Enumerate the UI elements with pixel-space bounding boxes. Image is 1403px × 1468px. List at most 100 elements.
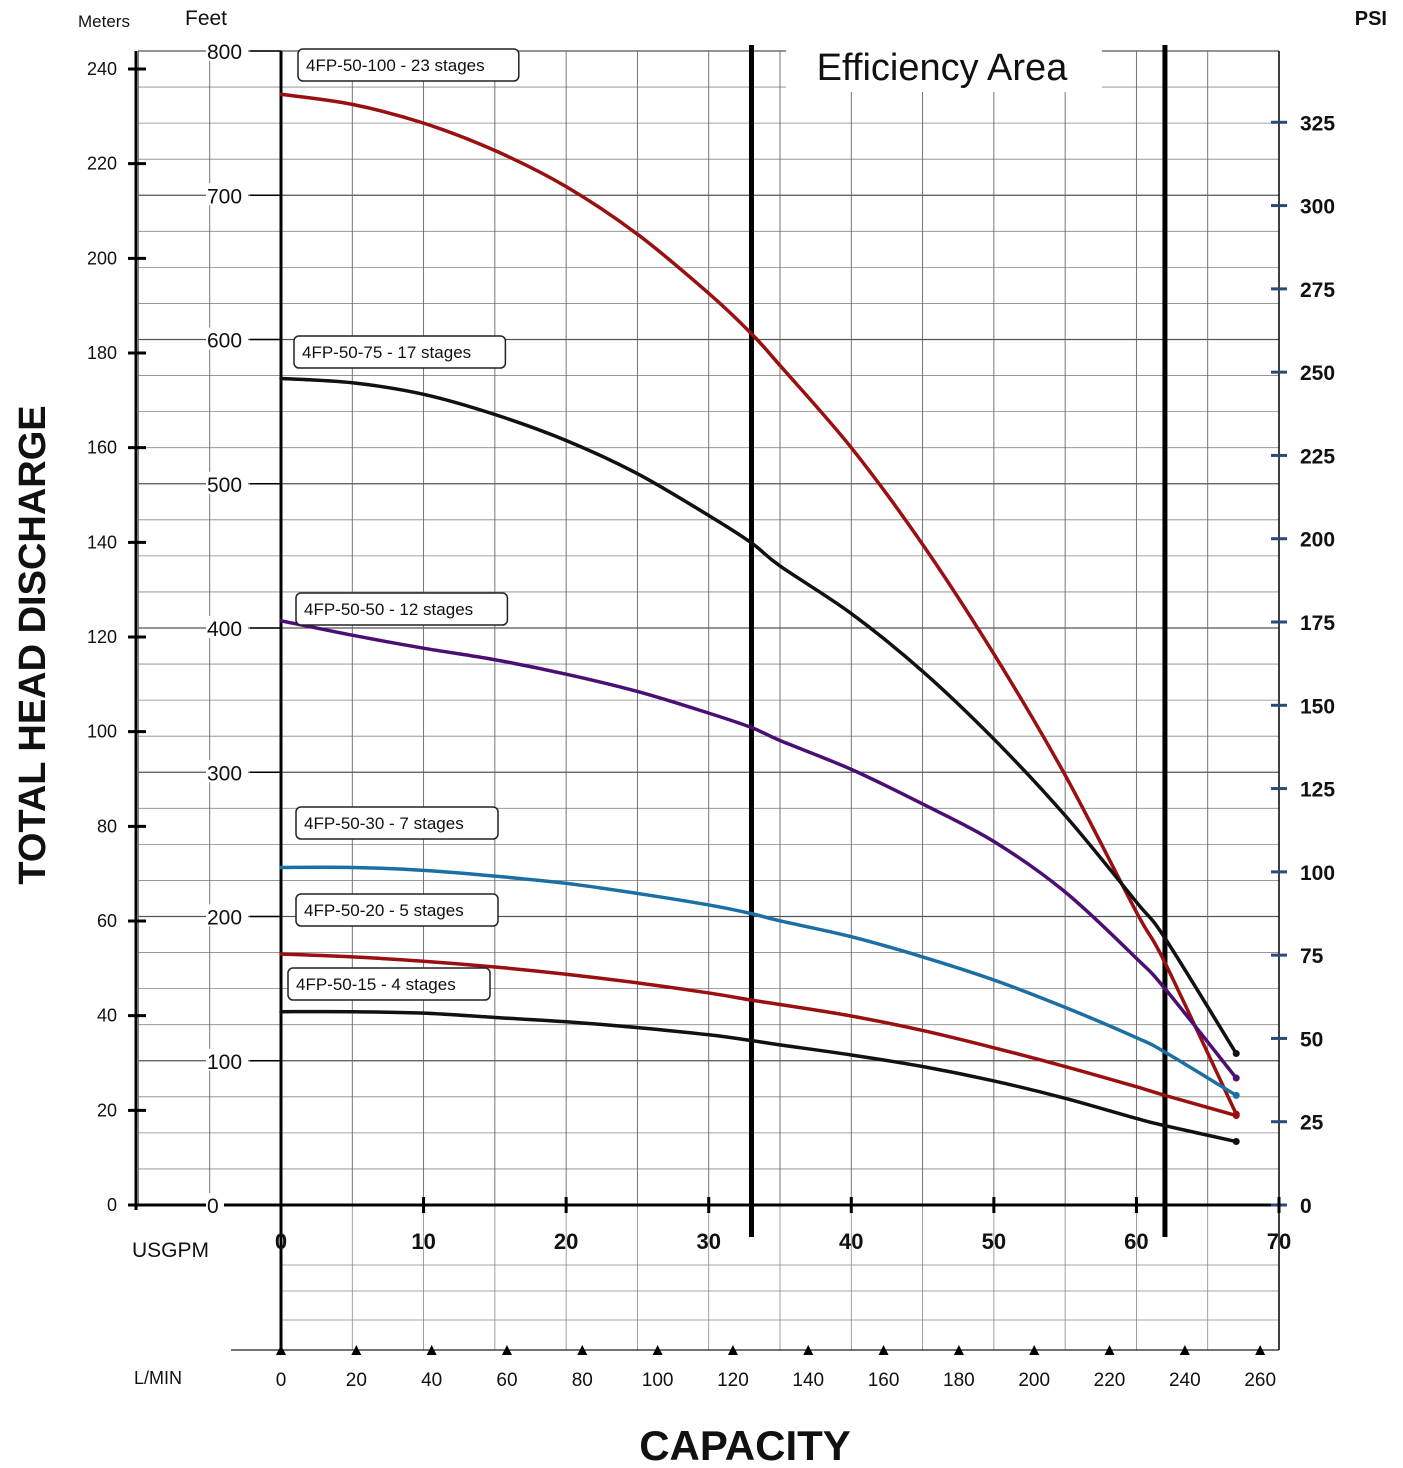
feet-tick-label-bg: [206, 39, 248, 61]
lmin-tick: [1255, 1345, 1266, 1355]
psi-tick-label: 75: [1300, 945, 1324, 968]
feet-tick-label: 200: [207, 907, 242, 930]
feet-tick-label-bg: [206, 327, 248, 350]
lmin-tick-label: 240: [1169, 1370, 1201, 1391]
psi-tick-label: 50: [1300, 1028, 1323, 1051]
usgpm-tick-label: 0: [275, 1229, 287, 1254]
series-label-box-1: [293, 335, 507, 369]
feet-tick-label-bg: [206, 904, 248, 927]
lmin-tick: [878, 1345, 889, 1355]
lmin-tick: [727, 1345, 738, 1355]
meters-tick-label: 40: [97, 1006, 117, 1026]
psi-tick-label: 225: [1300, 445, 1335, 468]
meters-tick-label: 180: [87, 343, 117, 363]
series-line-4: [279, 952, 1238, 1118]
series-endpoint-5: [1232, 1138, 1240, 1146]
lmin-tick: [426, 1345, 437, 1355]
meters-tick-label: 20: [97, 1100, 117, 1120]
series-label-3: 4FP-50-30 - 7 stages: [304, 814, 464, 833]
feet-tick-label: 700: [207, 185, 242, 208]
psi-unit-label: PSI: [1355, 8, 1387, 30]
meters-tick-label: 100: [87, 722, 117, 742]
meters-tick-label: 160: [87, 438, 117, 458]
psi-tick-label: 150: [1300, 695, 1335, 718]
lmin-tick-label: 220: [1094, 1370, 1126, 1391]
feet-tick-label-bg: [206, 471, 248, 494]
lmin-tick: [1179, 1345, 1190, 1355]
meters-tick-label: 60: [97, 911, 117, 931]
x-unit-label-usgpm: USGPM: [132, 1239, 209, 1262]
lmin-tick-label: 140: [792, 1370, 824, 1391]
feet-tick-label: 300: [207, 762, 242, 785]
feet-tick-label: 800: [207, 41, 242, 64]
series-label-box-2: [295, 592, 509, 626]
feet-tick-label: 0: [207, 1195, 219, 1218]
lmin-tick: [351, 1345, 362, 1355]
feet-tick-label: 600: [207, 330, 242, 353]
lmin-tick-label: 20: [346, 1370, 367, 1391]
psi-tick-label: 200: [1300, 529, 1335, 552]
series-label-0: 4FP-50-100 - 23 stages: [306, 56, 485, 75]
lmin-tick-label: 100: [642, 1370, 674, 1391]
lmin-tick-label: 40: [421, 1370, 442, 1391]
lmin-tick: [652, 1345, 663, 1355]
usgpm-tick-label: 50: [982, 1229, 1006, 1254]
y-axis-title: TOTAL HEAD DISCHARGE: [12, 405, 54, 884]
psi-tick-label: 175: [1300, 612, 1335, 635]
series-line-5: [279, 1009, 1238, 1144]
lmin-tick: [1104, 1345, 1115, 1355]
feet-tick-label: 100: [207, 1051, 242, 1074]
lmin-tick-label: 60: [496, 1370, 517, 1391]
feet-tick-label: 500: [207, 474, 242, 497]
lmin-tick-label: 180: [943, 1370, 975, 1391]
series-line-1: [279, 376, 1238, 1056]
meters-tick-label: 200: [87, 248, 117, 268]
psi-tick-label: 25: [1300, 1112, 1324, 1135]
lmin-tick-label: 80: [572, 1370, 593, 1391]
grid: [137, 50, 1280, 1351]
feet-tick-label: 400: [207, 618, 242, 641]
series-label-box-4: [295, 893, 499, 927]
lmin-tick: [501, 1345, 512, 1355]
usgpm-tick-label: 60: [1124, 1229, 1148, 1254]
feet-unit-label: Feet: [185, 7, 227, 30]
usgpm-tick-label: 70: [1267, 1229, 1291, 1254]
feet-tick-label-bg: [206, 1193, 224, 1215]
psi-tick-label: 275: [1300, 279, 1335, 302]
series-label-box-0: [297, 48, 520, 82]
series-label-5: 4FP-50-15 - 4 stages: [296, 975, 456, 994]
efficiency-area-band: [748, 40, 1168, 1237]
psi-tick-label: 100: [1300, 862, 1335, 885]
usgpm-tick-label: 20: [554, 1229, 578, 1254]
psi-tick-label: 125: [1300, 779, 1335, 802]
efficiency-area-annotation-bg: [786, 40, 1102, 92]
meters-tick-label: 220: [87, 154, 117, 174]
series-label-box-5: [287, 967, 491, 1001]
x-unit-label-lmin: L/MIN: [134, 1368, 182, 1388]
series-endpoint-2: [1232, 1074, 1240, 1082]
series-label-box-3: [295, 806, 499, 840]
feet-tick-label-bg: [206, 183, 248, 206]
psi-tick-label: 325: [1300, 112, 1335, 135]
feet-tick-label-bg: [206, 1048, 248, 1071]
psi-tick-label: 0: [1300, 1195, 1312, 1218]
meters-tick-label: 120: [87, 627, 117, 647]
meters-tick-label: 240: [87, 59, 117, 79]
feet-tick-label-bg: [206, 760, 248, 783]
feet-tick-label-bg: [206, 616, 248, 638]
lmin-tick: [953, 1345, 964, 1355]
axes: 0204060801001201401601802002202400100200…: [87, 39, 1335, 1391]
series-line-2: [279, 619, 1238, 1080]
lmin-tick-label: 160: [868, 1370, 900, 1391]
curve-labels: 4FP-50-100 - 23 stages 4FP-50-75 - 17 sta…: [287, 48, 520, 1001]
series-line-3: [279, 865, 1238, 1098]
lmin-tick-label: 120: [717, 1370, 749, 1391]
lmin-tick: [577, 1345, 588, 1355]
lmin-tick-label: 200: [1018, 1370, 1050, 1391]
pump-curves: [279, 92, 1240, 1146]
lmin-tick: [1029, 1345, 1040, 1355]
lmin-tick: [276, 1345, 286, 1355]
series-endpoint-4: [1232, 1112, 1240, 1120]
series-endpoint-3: [1232, 1091, 1240, 1099]
